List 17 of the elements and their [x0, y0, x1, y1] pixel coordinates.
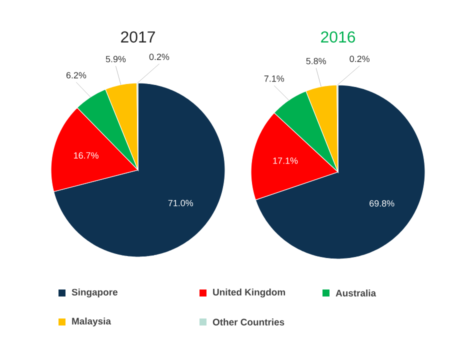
legend-label: United Kingdom: [213, 288, 286, 298]
data-label: 0.2%: [350, 56, 370, 62]
data-label: 7.1%: [264, 76, 284, 82]
legend-label: Australia: [336, 290, 376, 296]
data-label: 0.2%: [149, 54, 170, 60]
legend-label: Other Countries: [212, 318, 284, 326]
chart-title: 2017: [121, 31, 155, 43]
data-label: 17.1%: [273, 158, 298, 164]
data-label: 16.7%: [74, 152, 98, 159]
chart-title: 2016: [321, 31, 356, 43]
legend-label: Singapore: [72, 288, 118, 298]
data-label: 5.8%: [306, 58, 326, 64]
data-label: 5.9%: [106, 56, 126, 62]
data-label: 6.2%: [66, 72, 86, 78]
legend-label: Malaysia: [72, 318, 112, 326]
data-label: 71.0%: [168, 200, 194, 206]
data-label: 69.8%: [370, 200, 394, 207]
